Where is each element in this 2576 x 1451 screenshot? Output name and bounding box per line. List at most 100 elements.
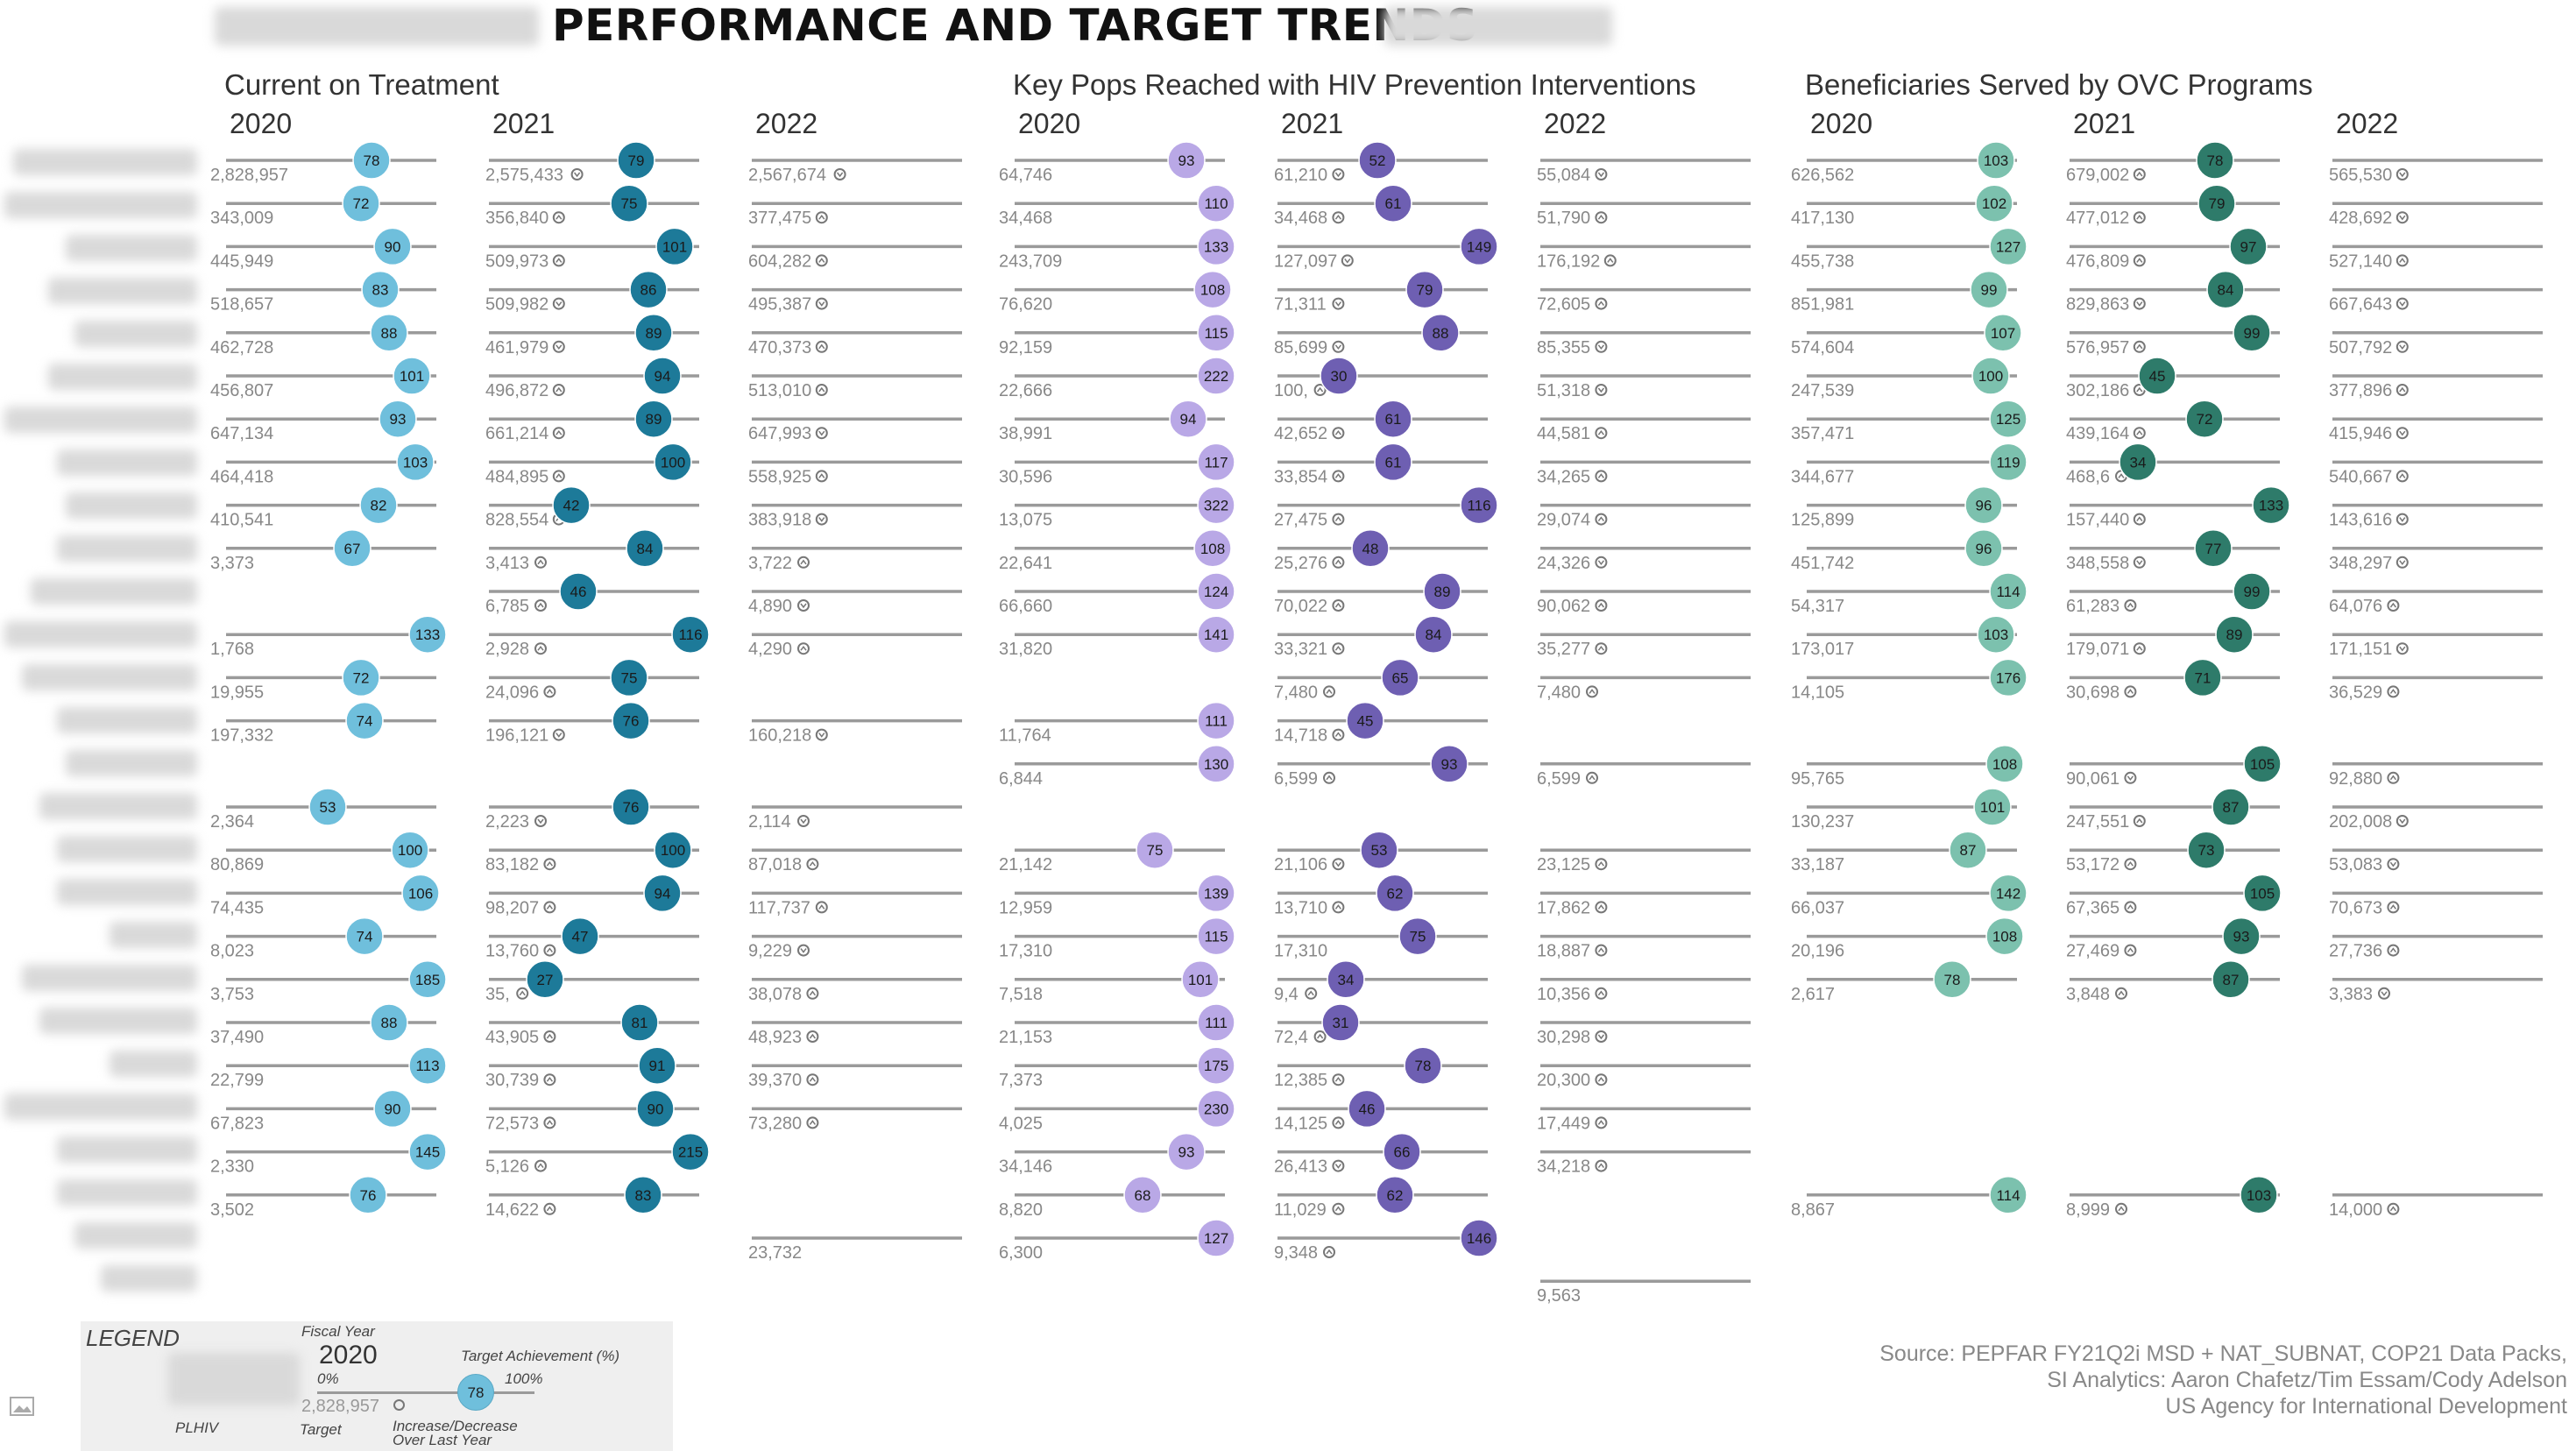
year-label: 2022 <box>2336 108 2398 139</box>
trend-arrow <box>1597 473 1604 478</box>
target-value: 14,105 <box>1791 683 1844 702</box>
achievement-dot <box>654 831 692 869</box>
decrease-icon <box>570 168 584 180</box>
trend-arrow <box>1334 301 1341 307</box>
year-label: 2021 <box>2073 108 2135 139</box>
achievement-dot <box>1381 658 1419 697</box>
trend-arrow <box>809 1120 816 1125</box>
target-value: 22,666 <box>999 381 1052 400</box>
achievement-label: 52 <box>1369 152 1386 169</box>
target-value: 18,887 <box>1537 942 1590 961</box>
achievement-dot <box>643 357 682 395</box>
target-value: 125,899 <box>1791 511 1854 530</box>
target-value: 461,979 <box>485 338 548 357</box>
increase-icon <box>1332 1116 1345 1129</box>
target-value: 54,317 <box>1791 597 1844 616</box>
achievement-label: 115 <box>1204 325 1228 342</box>
achievement-dot <box>1985 917 2024 956</box>
achievement-dot <box>373 227 412 266</box>
increase-icon <box>534 1159 547 1172</box>
achievement-label: 74 <box>357 929 373 945</box>
trend-arrow <box>546 1076 553 1082</box>
legend-change-icon <box>393 1399 405 1411</box>
target-value: 5,126 <box>485 1157 529 1177</box>
achievement-label: 78 <box>2207 152 2224 169</box>
achievement-label: 114 <box>1996 584 2020 600</box>
decrease-icon <box>1332 168 1345 180</box>
trend-arrow <box>1597 602 1604 608</box>
legend-hundred-label: 100% <box>505 1370 543 1387</box>
achievement-dot <box>1197 615 1235 654</box>
achievement-dot <box>1374 400 1412 438</box>
achievement-label: 127 <box>1996 238 2020 255</box>
increase-icon <box>2387 944 2400 957</box>
target-value: 90,062 <box>1537 597 1590 616</box>
decrease-icon <box>2133 556 2146 569</box>
decrease-icon <box>1595 340 1608 353</box>
target-value: 80,869 <box>210 855 264 874</box>
trend-arrow <box>818 301 825 307</box>
trend-arrow <box>546 947 553 953</box>
target-value: 35, <box>485 985 510 1004</box>
trend-arrow <box>1597 1163 1604 1169</box>
achievement-dot <box>1197 572 1235 611</box>
target-value: 127,097 <box>1274 251 1337 271</box>
achievement-dot <box>624 1176 662 1214</box>
target-value: 48,923 <box>748 1028 802 1047</box>
achievement-label: 81 <box>632 1015 648 1031</box>
target-value: 3,753 <box>210 985 254 1004</box>
trend-arrow <box>1597 645 1604 651</box>
country-label-redacted <box>22 664 197 690</box>
target-value: 2,330 <box>210 1157 254 1177</box>
year-label: 2020 <box>1810 108 1872 139</box>
decrease-icon <box>797 944 810 957</box>
target-value: 377,475 <box>748 209 811 228</box>
source-line-2: SI Analytics: Aaron Chafetz/Tim Essam/Co… <box>2047 1368 2567 1392</box>
increase-icon <box>2124 599 2137 612</box>
trend-arrow <box>556 301 563 307</box>
achievement-dot <box>2206 270 2245 309</box>
achievement-label: 71 <box>2195 669 2212 686</box>
achievement-label: 90 <box>385 238 401 255</box>
title-row: PERFORMANCE AND TARGET TRENDS <box>0 0 1665 53</box>
country-label-redacted <box>39 1008 197 1034</box>
target-value: 343,009 <box>210 209 273 228</box>
target-value: 34,265 <box>1537 467 1590 486</box>
target-value: 415,946 <box>2329 424 2392 443</box>
achievement-dot <box>408 1046 447 1085</box>
target-value: 8,023 <box>210 942 254 961</box>
trend-arrow <box>537 559 544 565</box>
target-value: 3,722 <box>748 554 792 573</box>
target-value: 85,355 <box>1537 338 1590 357</box>
trend-arrow <box>537 818 544 825</box>
increase-icon <box>1595 944 1608 957</box>
target-value: 30,739 <box>485 1071 539 1090</box>
achievement-label: 93 <box>2233 929 2250 945</box>
achievement-dot <box>1460 227 1498 266</box>
achievement-label: 103 <box>2247 1187 2271 1204</box>
achievement-dot <box>1414 615 1453 654</box>
target-value: 31,820 <box>999 640 1052 659</box>
increase-icon <box>1595 211 1608 224</box>
source-note: Source: PEPFAR FY21Q2i MSD + NAT_SUBNAT,… <box>1879 1341 2567 1419</box>
target-value: 39,370 <box>748 1071 802 1090</box>
achievement-dot <box>1197 227 1235 266</box>
trend-arrow <box>800 818 807 825</box>
trend-arrow <box>2399 818 2406 825</box>
target-value: 53,083 <box>2329 855 2382 874</box>
achievement-label: 133 <box>1204 238 1228 255</box>
target-value: 29,074 <box>1537 511 1590 530</box>
achievement-label: 96 <box>1976 498 1992 514</box>
title-prefix-redacted <box>215 7 539 46</box>
target-value: 476,809 <box>2066 251 2129 271</box>
target-value: 667,643 <box>2329 295 2392 315</box>
target-value: 17,310 <box>999 942 1052 961</box>
trend-arrow <box>1334 904 1341 910</box>
achievement-dot <box>1197 874 1235 913</box>
achievement-label: 103 <box>1984 152 2008 169</box>
achievement-label: 61 <box>1385 195 1402 212</box>
achievement-dot <box>1964 529 2003 568</box>
trend-arrow <box>2127 689 2134 694</box>
achievement-label: 146 <box>1467 1230 1491 1247</box>
target-value: 19,955 <box>210 683 264 702</box>
